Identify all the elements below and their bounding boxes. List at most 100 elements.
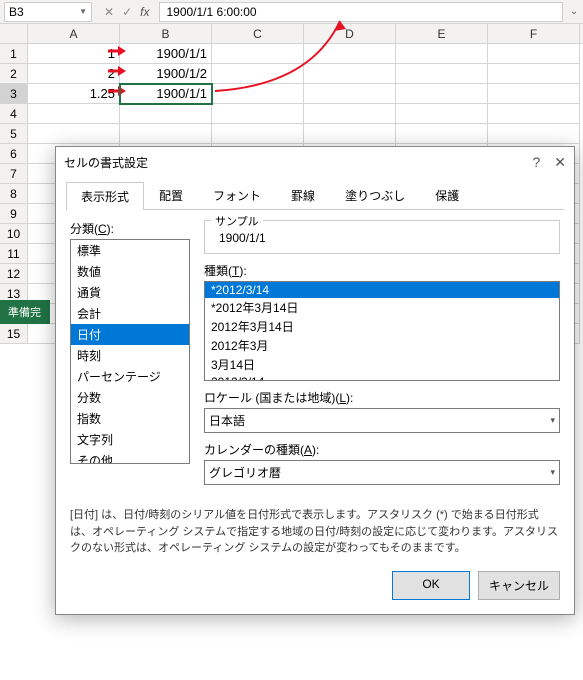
row-header[interactable]: 12 [0,264,28,284]
tab-0[interactable]: 表示形式 [66,182,144,210]
col-header[interactable]: A [28,24,120,43]
cell[interactable] [488,104,580,124]
category-item[interactable]: 分数 [71,387,189,408]
type-item[interactable]: 3月14日 [205,355,559,374]
row-header[interactable]: 3 [0,84,28,104]
cell[interactable] [212,84,304,104]
cell[interactable] [304,104,396,124]
calendar-combo[interactable]: グレゴリオ暦 ▾ [204,460,560,485]
dialog-title: セルの書式設定 [64,154,532,171]
cell[interactable] [488,124,580,144]
cell[interactable]: 1.25 [28,84,120,104]
format-cells-dialog: セルの書式設定 ? ✕ 表示形式配置フォント罫線塗りつぶし保護 分類(C): 標… [55,146,575,615]
locale-combo[interactable]: 日本語 ▾ [204,408,560,433]
cancel-button[interactable]: キャンセル [478,571,560,600]
type-label: 種類(T): [204,262,560,279]
col-header[interactable]: C [212,24,304,43]
ok-button[interactable]: OK [392,571,470,600]
cell[interactable] [304,64,396,84]
category-item[interactable]: 時刻 [71,345,189,366]
cell[interactable] [396,124,488,144]
row-header[interactable]: 8 [0,184,28,204]
cell[interactable] [212,64,304,84]
annotation-arrow-icon [108,64,126,83]
cell[interactable] [396,84,488,104]
dialog-titlebar: セルの書式設定 ? ✕ [56,147,574,177]
formula-bar: B3 ▼ ✕ ✓ fx 1900/1/1 6:00:00 ⌄ [0,0,583,24]
cell[interactable] [28,104,120,124]
tab-1[interactable]: 配置 [144,181,198,209]
row-header[interactable]: 7 [0,164,28,184]
category-list[interactable]: 標準数値通貨会計日付時刻パーセンテージ分数指数文字列その他ユーザー定義 [70,239,190,464]
cell[interactable]: 1900/1/1 [120,84,212,104]
type-item[interactable]: 2012/3/14 [205,374,559,381]
cell[interactable] [488,64,580,84]
cell[interactable] [304,124,396,144]
description-text: [日付] は、日付/時刻のシリアル値を日付形式で表示します。アスタリスク (*)… [56,495,574,561]
sample-value: 1900/1/1 [213,231,551,245]
formula-expand-icon[interactable]: ⌄ [565,6,583,17]
fx-icon[interactable]: fx [140,5,149,19]
locale-label: ロケール (国または地域)(L): [204,389,560,406]
category-item[interactable]: 標準 [71,240,189,261]
cell[interactable] [120,124,212,144]
row-header[interactable]: 15 [0,324,28,344]
cell[interactable] [212,124,304,144]
type-item[interactable]: *2012年3月14日 [205,298,559,317]
type-item[interactable]: 2012年3月 [205,336,559,355]
cancel-icon[interactable]: ✕ [104,5,114,19]
category-item[interactable]: 日付 [71,324,189,345]
enter-icon[interactable]: ✓ [122,5,132,19]
col-header[interactable]: F [488,24,580,43]
help-icon[interactable]: ? [532,154,540,170]
category-item[interactable]: 会計 [71,303,189,324]
tab-2[interactable]: フォント [198,181,276,209]
type-item[interactable]: 2012年3月14日 [205,317,559,336]
col-header[interactable]: B [120,24,212,43]
close-icon[interactable]: ✕ [554,154,566,171]
tab-3[interactable]: 罫線 [276,181,330,209]
cell[interactable] [212,104,304,124]
category-item[interactable]: 指数 [71,408,189,429]
category-item[interactable]: 通貨 [71,282,189,303]
cell[interactable] [488,44,580,64]
name-box[interactable]: B3 ▼ [4,2,92,22]
cell[interactable]: 1900/1/1 [120,44,212,64]
cell[interactable] [28,124,120,144]
tab-5[interactable]: 保護 [420,181,474,209]
cell[interactable] [120,104,212,124]
type-list[interactable]: *2012/3/14*2012年3月14日2012年3月14日2012年3月3月… [204,281,560,381]
row-header[interactable]: 9 [0,204,28,224]
row-header[interactable]: 6 [0,144,28,164]
tab-4[interactable]: 塗りつぶし [330,181,420,209]
col-header[interactable]: D [304,24,396,43]
cell[interactable] [488,84,580,104]
column-headers: A B C D E F [0,24,583,44]
row-header[interactable]: 10 [0,224,28,244]
formula-input[interactable]: 1900/1/1 6:00:00 [159,2,563,22]
row-header[interactable]: 1 [0,44,28,64]
row-header[interactable]: 2 [0,64,28,84]
cell[interactable]: 1900/1/2 [120,64,212,84]
cell[interactable] [396,44,488,64]
col-header[interactable]: E [396,24,488,43]
row-header[interactable]: 5 [0,124,28,144]
sample-label: サンプル [211,213,263,229]
cell[interactable] [396,64,488,84]
type-item[interactable]: *2012/3/14 [205,282,559,298]
cell[interactable]: 2 [28,64,120,84]
category-item[interactable]: 文字列 [71,429,189,450]
category-item[interactable]: その他 [71,450,189,464]
cell[interactable]: 1 [28,44,120,64]
cell[interactable] [304,84,396,104]
row-header[interactable]: 4 [0,104,28,124]
row-header[interactable]: 11 [0,244,28,264]
category-item[interactable]: パーセンテージ [71,366,189,387]
cell[interactable] [304,44,396,64]
select-all-corner[interactable] [0,24,28,43]
cell[interactable] [396,104,488,124]
name-box-dropdown-icon[interactable]: ▼ [79,7,87,16]
cell[interactable] [212,44,304,64]
status-bar: 準備完 [0,300,50,324]
category-item[interactable]: 数値 [71,261,189,282]
